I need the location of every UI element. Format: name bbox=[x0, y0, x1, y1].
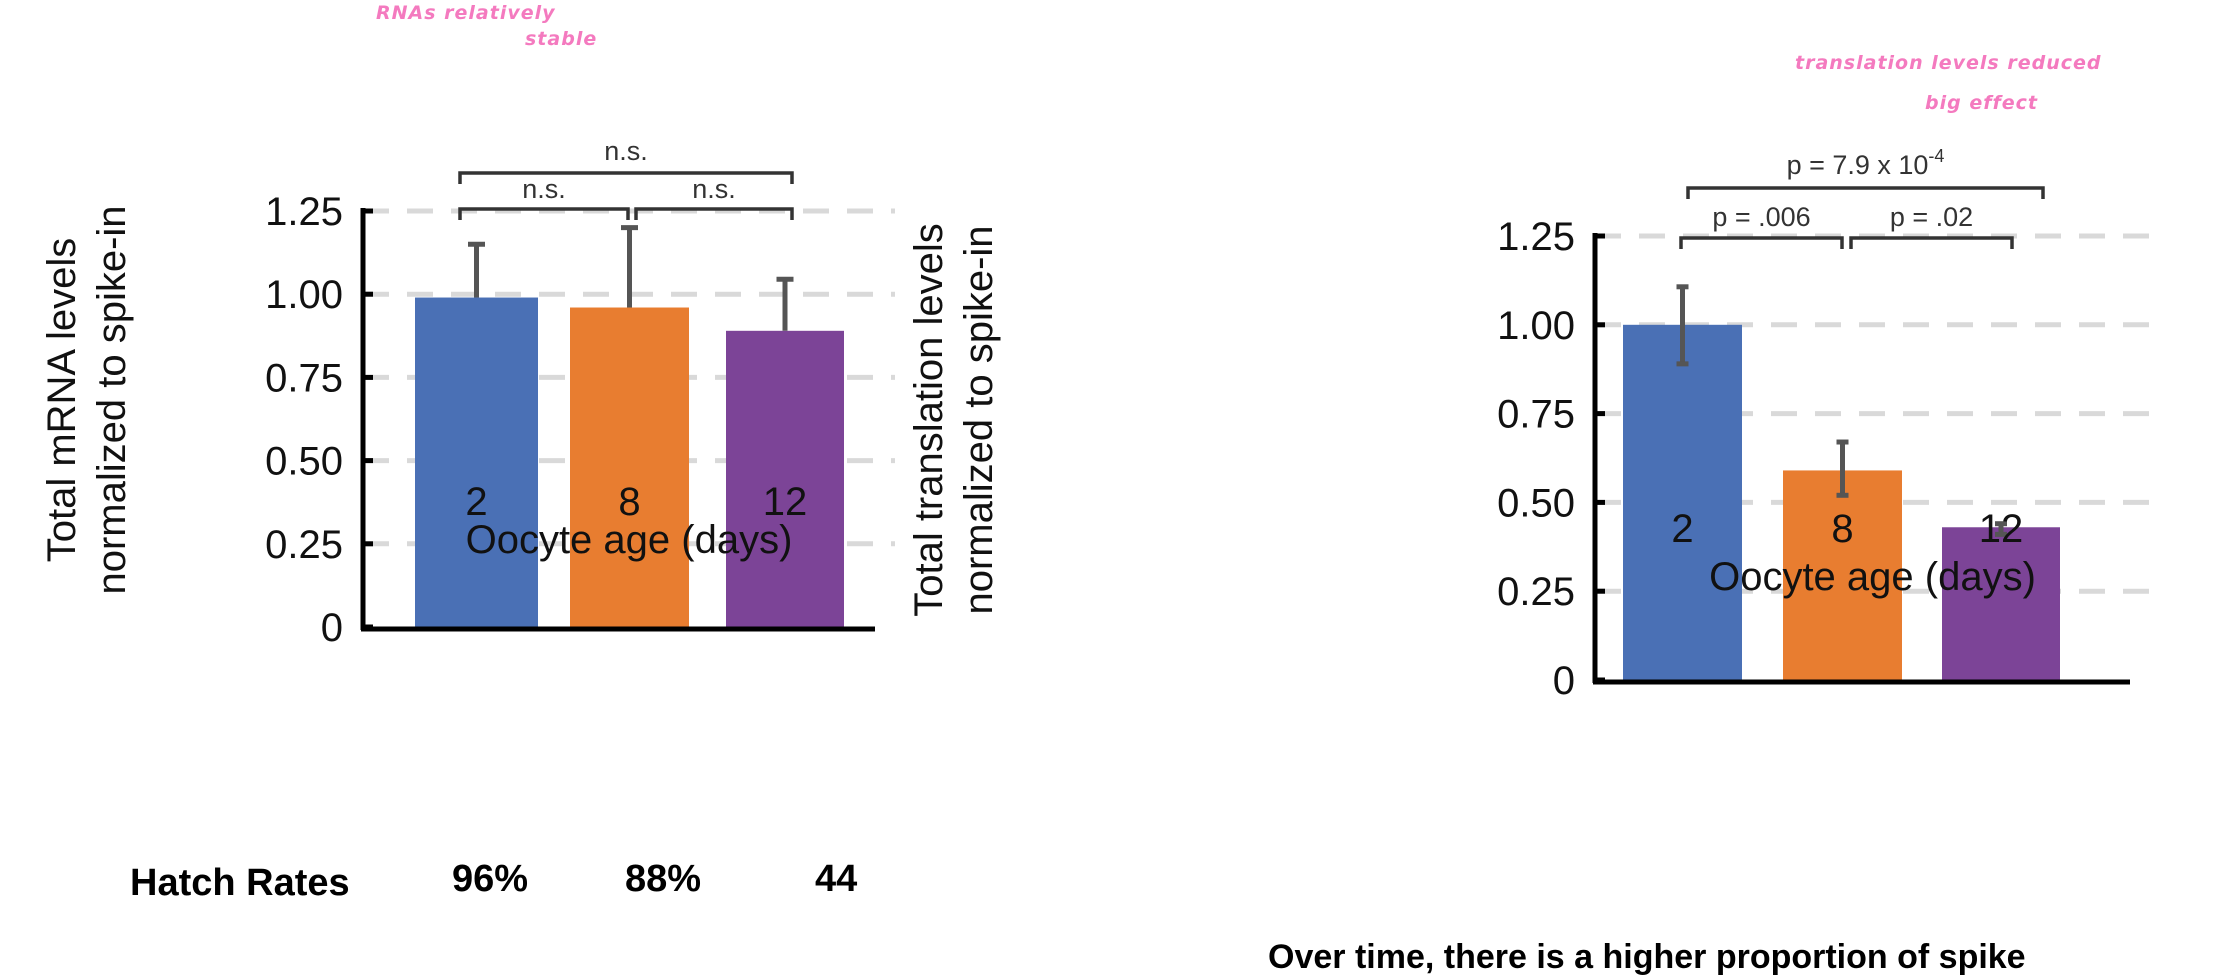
significance-bracket bbox=[458, 207, 630, 220]
significance-label: p = .006 bbox=[1712, 202, 1810, 232]
significance-bracket bbox=[458, 171, 794, 184]
bar-day-2 bbox=[415, 297, 538, 627]
significance-bracket bbox=[1849, 236, 2014, 249]
y-tick-label: 0.25 bbox=[265, 523, 343, 567]
significance-bracket bbox=[1686, 186, 2045, 199]
significance-text: n.s. bbox=[522, 174, 566, 204]
significance-bracket bbox=[634, 207, 794, 220]
bar-day-12 bbox=[726, 330, 844, 627]
y-axis-title-line: normalized to spike-in bbox=[957, 225, 1001, 614]
x-tick-label: 2 bbox=[1671, 507, 1693, 551]
bar-day-8 bbox=[570, 307, 689, 627]
significance-label: p = 7.9 x 10-4 bbox=[1787, 146, 1945, 180]
x-axis-title: Oocyte age (days) bbox=[466, 518, 793, 562]
y-tick-label: 0.50 bbox=[1497, 481, 1575, 525]
y-tick-label: 0 bbox=[1553, 659, 1575, 703]
bar-day-8 bbox=[1783, 470, 1902, 680]
y-tick-label: 0.75 bbox=[265, 356, 343, 400]
x-axis-title: Oocyte age (days) bbox=[1709, 555, 2036, 599]
x-tick-label: 12 bbox=[763, 480, 808, 524]
bottom-caption: Over time, there is a higher proportion … bbox=[1268, 938, 2026, 976]
x-tick-label: 12 bbox=[1979, 507, 2024, 551]
y-tick-label: 0 bbox=[321, 606, 343, 650]
significance-label: n.s. bbox=[604, 136, 648, 166]
x-tick-label: 8 bbox=[1831, 507, 1853, 551]
y-axis-title-line: Total translation levels bbox=[907, 223, 951, 617]
significance-text: p = 7.9 x 10 bbox=[1787, 150, 1929, 180]
x-tick-label: 8 bbox=[618, 480, 640, 524]
significance-label: n.s. bbox=[522, 174, 566, 204]
y-tick-label: 1.25 bbox=[1497, 215, 1575, 259]
significance-text: p = .02 bbox=[1890, 202, 1973, 232]
x-tick-label: 2 bbox=[465, 480, 487, 524]
significance-label: n.s. bbox=[692, 174, 736, 204]
significance-text: n.s. bbox=[604, 136, 648, 166]
significance-text: p = .006 bbox=[1712, 202, 1810, 232]
handwritten-note-right-line1: translation levels reduced bbox=[1795, 52, 2102, 74]
y-tick-label: 1.00 bbox=[1497, 304, 1575, 348]
hatch-rates-label: Hatch Rates bbox=[130, 862, 350, 904]
handwritten-note-right-line2: big effect bbox=[1925, 92, 2038, 114]
bar-day-2 bbox=[1623, 324, 1742, 680]
y-tick-label: 1.25 bbox=[265, 190, 343, 234]
handwritten-note-left-line2: stable bbox=[525, 28, 598, 50]
y-tick-label: 0.25 bbox=[1497, 570, 1575, 614]
significance-text: n.s. bbox=[692, 174, 736, 204]
hatch-rate-day8: 88% bbox=[625, 858, 702, 900]
significance-label: p = .02 bbox=[1890, 202, 1973, 232]
hatch-rate-day2: 96% bbox=[452, 858, 529, 900]
bar-day-12 bbox=[1942, 527, 2060, 680]
hatch-rate-day12: 44 bbox=[815, 858, 858, 900]
significance-bracket bbox=[1679, 236, 1844, 249]
y-tick-label: 0.50 bbox=[265, 440, 343, 484]
significance-exponent: -4 bbox=[1928, 146, 1944, 166]
y-tick-label: 1.00 bbox=[265, 273, 343, 317]
y-tick-label: 0.75 bbox=[1497, 393, 1575, 437]
y-axis-title-line: Total mRNA levels bbox=[40, 238, 84, 563]
y-axis-title-line: normalized to spike-in bbox=[90, 205, 134, 594]
handwritten-note-left-line1: RNAs relatively bbox=[376, 2, 556, 24]
